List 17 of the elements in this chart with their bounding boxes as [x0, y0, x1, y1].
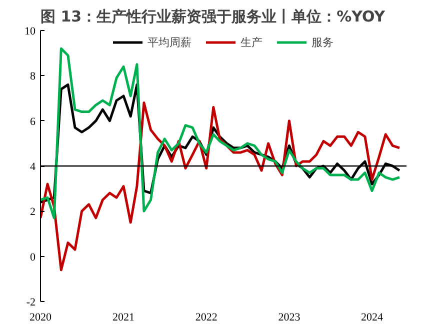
x-tick-label: 2020 [30, 312, 52, 324]
x-tick-label: 2023 [278, 312, 301, 324]
legend-label: 平均周薪 [148, 34, 192, 50]
y-tick-label: 2 [30, 206, 36, 218]
y-tick-label: 10 [24, 26, 36, 38]
y-tick-label: 4 [30, 161, 36, 173]
legend-label: 服务 [312, 34, 334, 50]
x-tick-label: 2024 [361, 312, 384, 324]
y-tick-label: 8 [30, 70, 36, 83]
y-tick-label: 0 [30, 251, 36, 264]
y-tick-label: -2 [26, 296, 36, 308]
line-series [40, 47, 401, 220]
x-tick-label: 2022 [195, 312, 218, 324]
legend-label: 生产 [240, 34, 262, 50]
chart-title: 图 13：生产性行业薪资强于服务业丨单位：%YOY [40, 8, 386, 26]
x-tick-label: 2021 [112, 312, 135, 324]
y-tick-label: 6 [30, 116, 36, 128]
